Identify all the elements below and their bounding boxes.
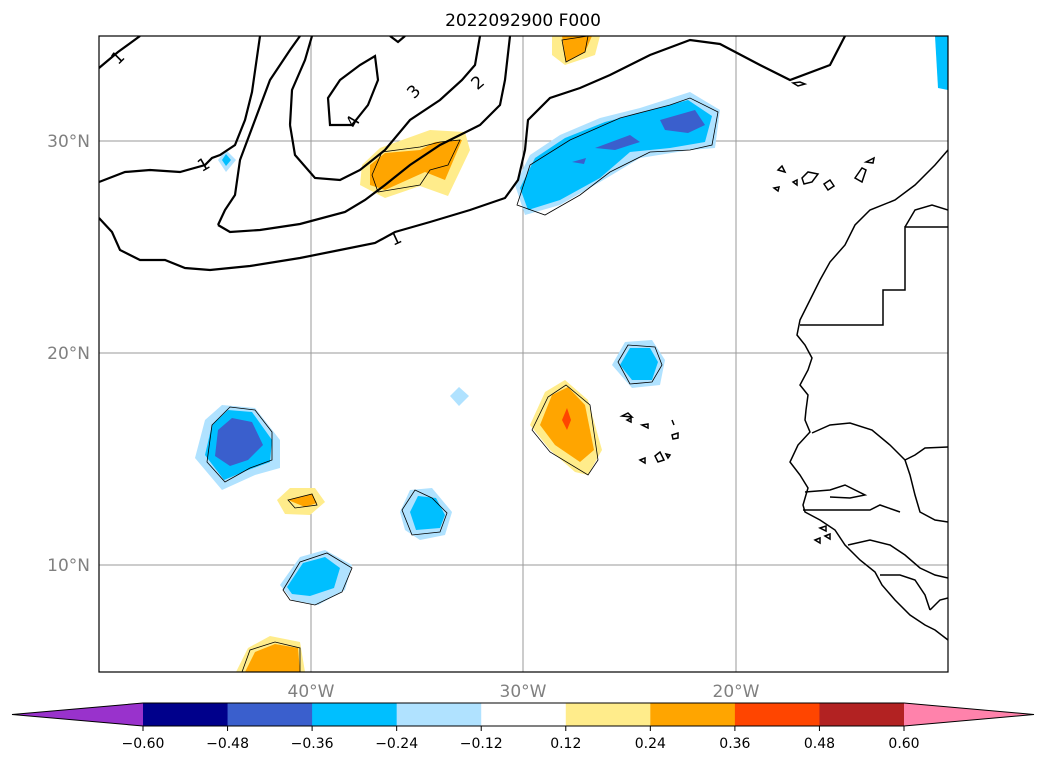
lon-label: 40°W [288, 682, 335, 702]
colorbar-segment [227, 703, 313, 726]
contour-label: 3 [403, 81, 425, 103]
colorbar-tick-label: −0.60 [122, 736, 165, 752]
contour-label: 4 [342, 112, 365, 131]
colorbar-extend-min [12, 703, 143, 726]
colorbar-segment [312, 703, 398, 726]
colorbar-segment [143, 703, 229, 726]
contour-lines [99, 36, 846, 272]
colorbar: −0.60 −0.48 −0.36 −0.24 −0.12 0.12 0.24 0.36 0.4… [11, 702, 1035, 752]
colorbar-segment [565, 703, 651, 726]
coastlines [619, 81, 948, 641]
colorbar-tick-label: −0.36 [291, 736, 334, 752]
lat-labels: 30°N 20°N 10°N [47, 132, 90, 576]
colorbar-tick-label: −0.12 [460, 736, 503, 752]
colorbar-extend-max [904, 703, 1034, 726]
colorbar-tick-label: 0.36 [719, 736, 750, 752]
lon-labels: 40°W 30°W 20°W [288, 682, 760, 702]
map-area [99, 36, 948, 672]
colorbar-segment [481, 703, 567, 726]
map-frame [98, 35, 949, 673]
lat-label: 30°N [47, 132, 90, 152]
colorbar-tick-label: −0.24 [375, 736, 418, 752]
colorbar-tick-label: 0.12 [550, 736, 581, 752]
colorbar-tick-label: −0.48 [206, 736, 249, 752]
thin-contours [206, 36, 719, 672]
map-title: 2022092900 F000 [445, 11, 601, 31]
colorbar-segment [734, 703, 820, 726]
lat-label: 10°N [47, 556, 90, 576]
gridlines [99, 36, 948, 672]
filled-contours [195, 36, 948, 672]
lat-label: 20°N [47, 344, 90, 364]
lon-label: 20°W [713, 682, 760, 702]
colorbar-tick-label: 0.48 [804, 736, 835, 752]
contour-label: 1 [194, 154, 213, 177]
contour-label: 1 [387, 228, 405, 251]
contour-label: 2 [468, 72, 489, 94]
contour-label: 1 [107, 47, 129, 69]
colorbar-tick-label: 0.60 [888, 736, 919, 752]
colorbar-tick-label: 0.24 [635, 736, 666, 752]
colorbar-segment [819, 703, 905, 726]
lon-label: 30°W [500, 682, 547, 702]
colorbar-segment [650, 703, 736, 726]
colorbar-segment [396, 703, 482, 726]
